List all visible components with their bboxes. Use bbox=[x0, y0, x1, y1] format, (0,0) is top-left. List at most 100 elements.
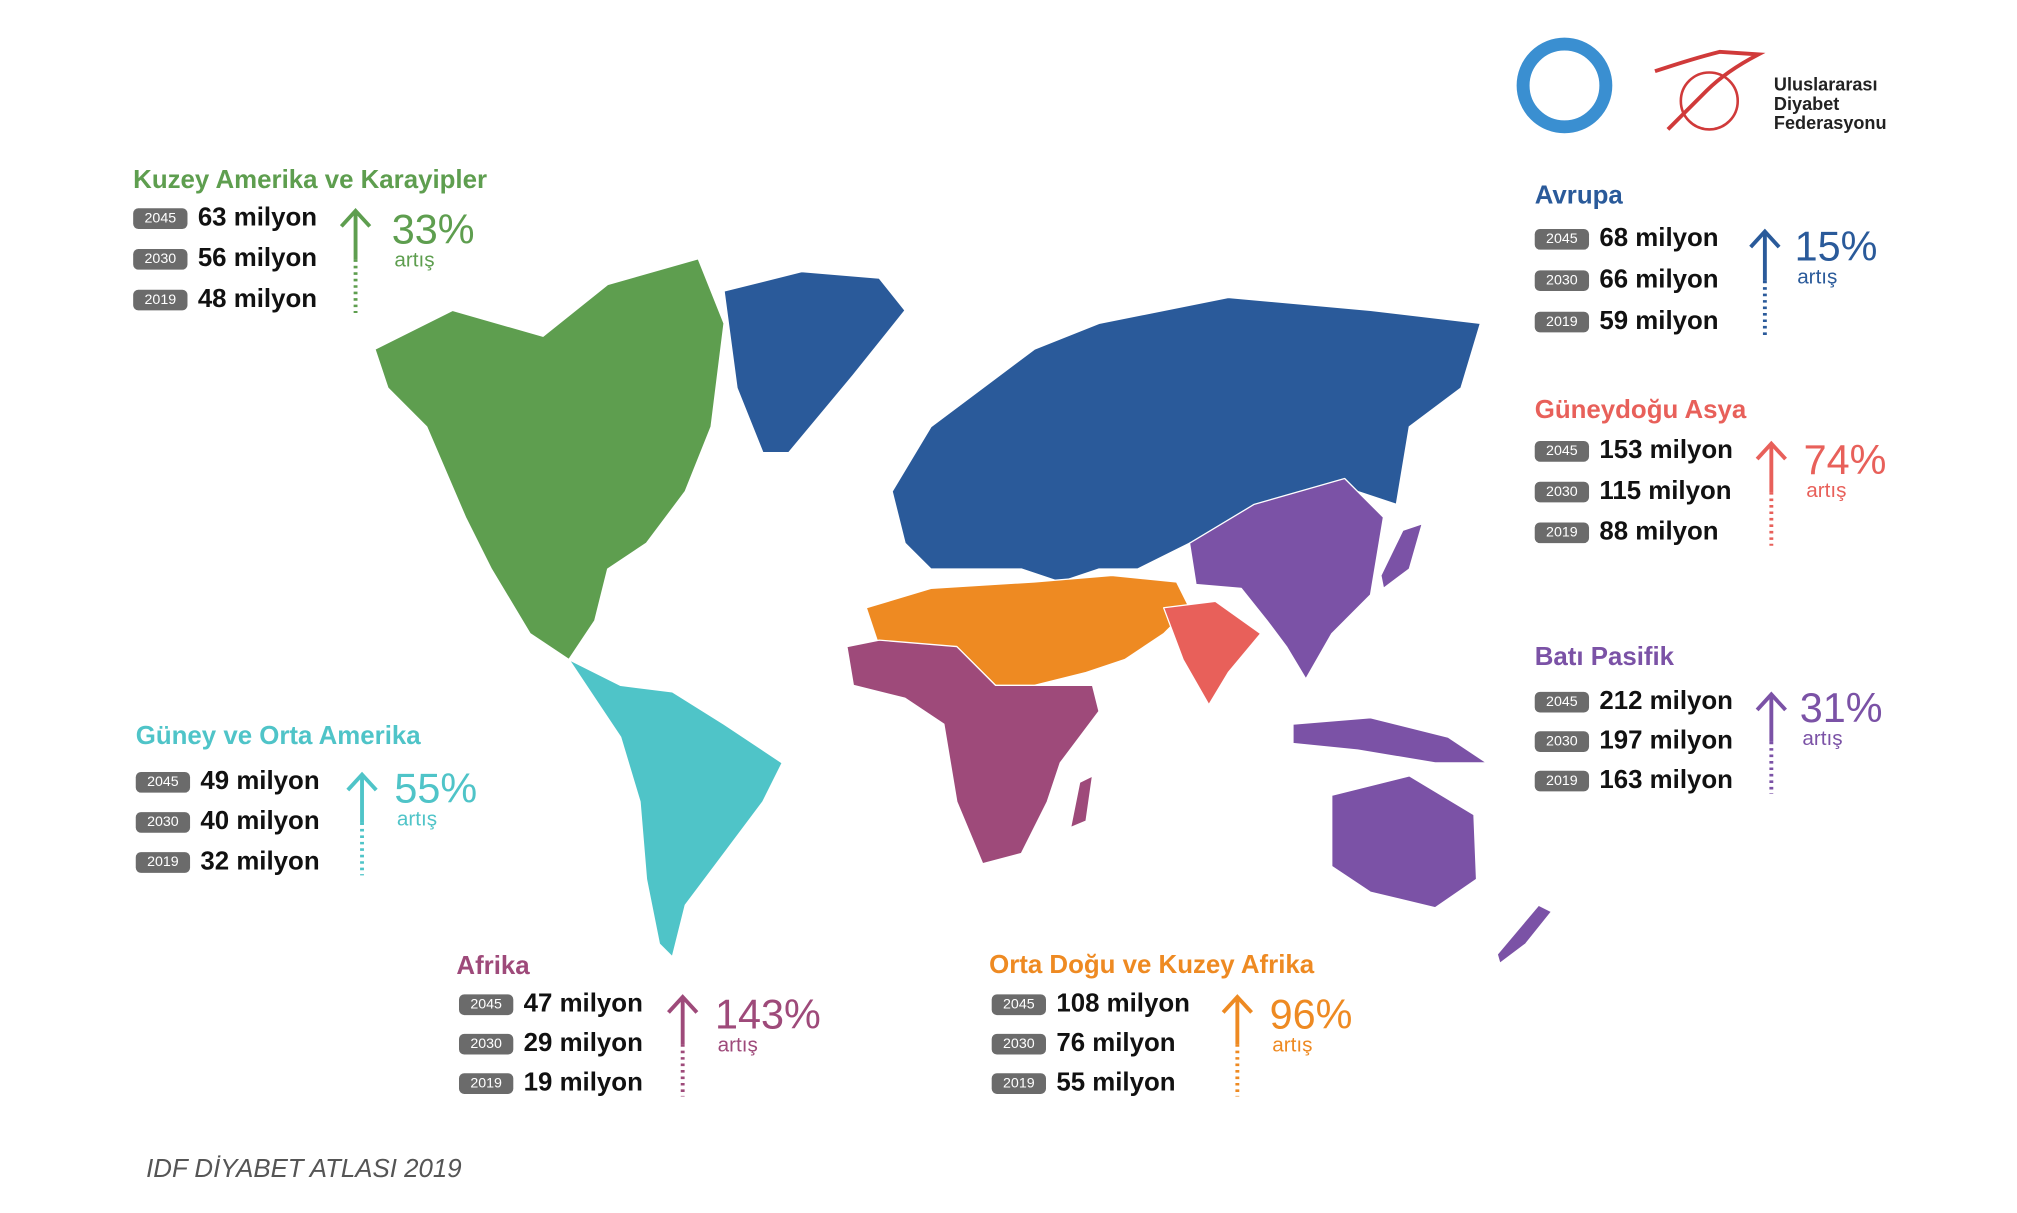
logo-line: Diyabet bbox=[1774, 94, 1839, 114]
region-title: Güneydoğu Asya bbox=[1535, 396, 1747, 424]
year-label: 2019 bbox=[1546, 314, 1578, 330]
footer: IDF DİYABET ATLASI 2019 bbox=[146, 1155, 462, 1183]
value-label: 63 milyon bbox=[198, 203, 317, 231]
year-label: 2030 bbox=[147, 814, 179, 830]
year-badge bbox=[135, 771, 191, 793]
region: Afrika 2045 47 milyon 2030 29 milyon 2019 19 m… bbox=[456, 952, 821, 1097]
region: Güney ve Orta Amerika 2045 49 milyon 2030 40… bbox=[135, 722, 477, 876]
year-label: 2030 bbox=[1003, 1036, 1035, 1052]
region-title: Avrupa bbox=[1535, 181, 1624, 209]
value-label: 163 milyon bbox=[1599, 766, 1733, 794]
year-label: 2030 bbox=[470, 1036, 502, 1052]
value-label: 47 milyon bbox=[524, 990, 643, 1018]
arrow-head bbox=[339, 207, 372, 228]
increase-label: artış bbox=[1797, 266, 1837, 289]
arrow-head bbox=[346, 771, 378, 792]
madagascar bbox=[1069, 775, 1094, 829]
value-label: 29 milyon bbox=[524, 1029, 643, 1057]
year-badge bbox=[1534, 770, 1590, 792]
increase-label: artış bbox=[394, 249, 434, 272]
arrow-head bbox=[1221, 994, 1254, 1014]
arrow-head bbox=[1755, 440, 1787, 461]
year-badge bbox=[1534, 228, 1590, 250]
australia bbox=[1331, 775, 1478, 909]
logo-line: Federasyonu bbox=[1774, 113, 1887, 133]
increase: 55% bbox=[394, 765, 477, 811]
year-badge bbox=[135, 852, 191, 873]
increase-label: artış bbox=[1272, 1034, 1312, 1057]
year-badge bbox=[1534, 731, 1590, 752]
value-label: 32 milyon bbox=[200, 847, 319, 875]
value-label: 55 milyon bbox=[1056, 1068, 1175, 1096]
value-label: 56 milyon bbox=[198, 244, 317, 272]
value-label: 19 milyon bbox=[524, 1068, 643, 1096]
increase-label: artış bbox=[1806, 479, 1846, 502]
year-badge bbox=[1534, 270, 1590, 292]
year-label: 2019 bbox=[470, 1075, 502, 1091]
year-badge bbox=[133, 248, 188, 270]
japan bbox=[1380, 523, 1423, 590]
year-badge bbox=[1534, 522, 1590, 544]
year-label: 2045 bbox=[1546, 694, 1578, 710]
year-badge bbox=[1534, 311, 1590, 333]
year-badge bbox=[1534, 441, 1590, 462]
value-label: 88 milyon bbox=[1599, 518, 1718, 546]
increase-label: artış bbox=[718, 1034, 758, 1057]
logo-line: Uluslararası bbox=[1774, 74, 1878, 94]
value-label: 212 milyon bbox=[1599, 687, 1733, 715]
increase-label: artış bbox=[397, 807, 437, 830]
year-label: 2019 bbox=[1546, 773, 1578, 789]
value-label: 48 milyon bbox=[198, 285, 317, 313]
year-label: 2019 bbox=[145, 292, 177, 308]
value-label: 66 milyon bbox=[1599, 266, 1718, 294]
value-label: 115 milyon bbox=[1599, 477, 1731, 505]
year-label: 2045 bbox=[1546, 443, 1578, 459]
year-label: 2045 bbox=[470, 996, 502, 1012]
east-asia bbox=[1188, 477, 1385, 680]
year-badge bbox=[135, 812, 191, 833]
region-title: Kuzey Amerika ve Karayipler bbox=[133, 166, 487, 194]
regions: Kuzey Amerika ve Karayipler 2045 63 milyon… bbox=[133, 166, 1886, 1097]
value-label: 197 milyon bbox=[1599, 726, 1733, 754]
value-label: 49 milyon bbox=[200, 767, 319, 795]
india bbox=[1163, 600, 1262, 706]
increase: 96% bbox=[1270, 992, 1353, 1038]
islands bbox=[1292, 717, 1488, 764]
arrow-head bbox=[1749, 228, 1781, 249]
value-label: 59 milyon bbox=[1599, 307, 1718, 335]
arrow-head bbox=[1755, 691, 1787, 712]
value-label: 108 milyon bbox=[1056, 990, 1190, 1018]
year-badge bbox=[1534, 691, 1590, 713]
world-map bbox=[374, 258, 1553, 965]
increase-label: artış bbox=[1802, 727, 1842, 750]
year-badge bbox=[991, 994, 1046, 1016]
region-title: Afrika bbox=[456, 952, 530, 980]
year-label: 2019 bbox=[147, 854, 179, 870]
year-label: 2030 bbox=[1546, 272, 1578, 288]
year-label: 2019 bbox=[1546, 525, 1578, 541]
year-badge bbox=[458, 1033, 514, 1055]
year-label: 2045 bbox=[145, 210, 177, 226]
increase: 31% bbox=[1800, 685, 1883, 731]
logo-text: Uluslararası Diyabet Federasyonu bbox=[1774, 74, 1887, 133]
region: Avrupa 2045 68 milyon 2030 66 milyon 2019 59 m… bbox=[1534, 181, 1877, 335]
year-badge bbox=[991, 1033, 1046, 1055]
value-label: 153 milyon bbox=[1599, 436, 1733, 464]
region: Batı Pasifik 2045 212 milyon 2030 197 milyon… bbox=[1534, 643, 1883, 794]
globe bbox=[1679, 71, 1740, 131]
year-label: 2045 bbox=[1003, 996, 1035, 1012]
value-label: 68 milyon bbox=[1599, 224, 1718, 252]
value-label: 76 milyon bbox=[1056, 1029, 1175, 1057]
year-label: 2030 bbox=[1546, 733, 1578, 749]
year-label: 2019 bbox=[1003, 1075, 1035, 1091]
north-america bbox=[374, 258, 725, 661]
year-badge bbox=[458, 994, 514, 1016]
blue-circle bbox=[1516, 37, 1613, 134]
value-label: 40 milyon bbox=[200, 807, 319, 835]
south-america bbox=[568, 658, 783, 958]
region-title: Orta Doğu ve Kuzey Afrika bbox=[989, 951, 1315, 979]
region: Güneydoğu Asya 2045 153 milyon 2030 115 mily… bbox=[1534, 396, 1886, 546]
year-badge bbox=[133, 208, 188, 229]
